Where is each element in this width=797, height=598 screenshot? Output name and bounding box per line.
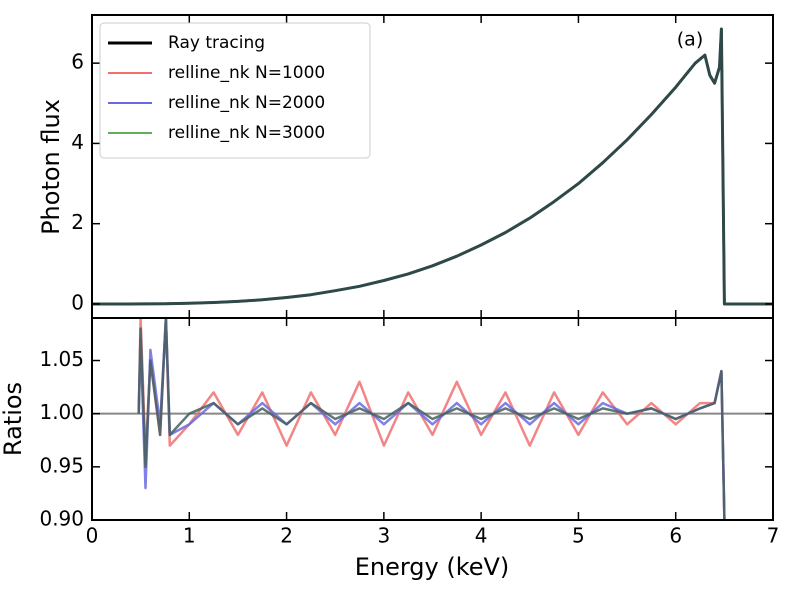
y-tick-label: 0 [71, 290, 84, 314]
legend-label: relline_nk N=2000 [168, 93, 325, 113]
y-axis-label: Photon flux [37, 99, 65, 235]
x-tick-label: 5 [572, 524, 585, 548]
legend-label: Ray tracing [168, 33, 265, 53]
x-tick-label: 7 [767, 524, 780, 548]
annotation: (a) [677, 29, 703, 51]
series-line [92, 27, 773, 306]
y-tick-label: 1.00 [39, 400, 84, 424]
y-axis-label: Ratios [0, 382, 27, 456]
legend-box [99, 22, 371, 159]
series-line [137, 318, 726, 520]
plot-area [92, 318, 773, 520]
frame [91, 317, 774, 521]
x-tick-label: 6 [669, 524, 682, 548]
y-tick-label: 0.90 [39, 507, 84, 531]
y-tick-label: 4 [71, 130, 84, 154]
y-tick-label: 0.95 [39, 453, 84, 477]
legend-label: relline_nk N=1000 [168, 63, 325, 83]
x-tick-label: 4 [475, 524, 488, 548]
y-tick-label: 1.05 [39, 347, 84, 371]
x-tick-label: 2 [280, 524, 293, 548]
x-tick-label: 0 [86, 524, 99, 548]
x-tick-label: 3 [377, 524, 390, 548]
y-tick-label: 2 [71, 210, 84, 234]
plot-area [92, 27, 773, 306]
legend-label: relline_nk N=3000 [168, 123, 325, 143]
x-tick-label: 1 [183, 524, 196, 548]
x-axis-label: Energy (keV) [355, 553, 510, 581]
y-tick-label: 6 [71, 50, 84, 74]
